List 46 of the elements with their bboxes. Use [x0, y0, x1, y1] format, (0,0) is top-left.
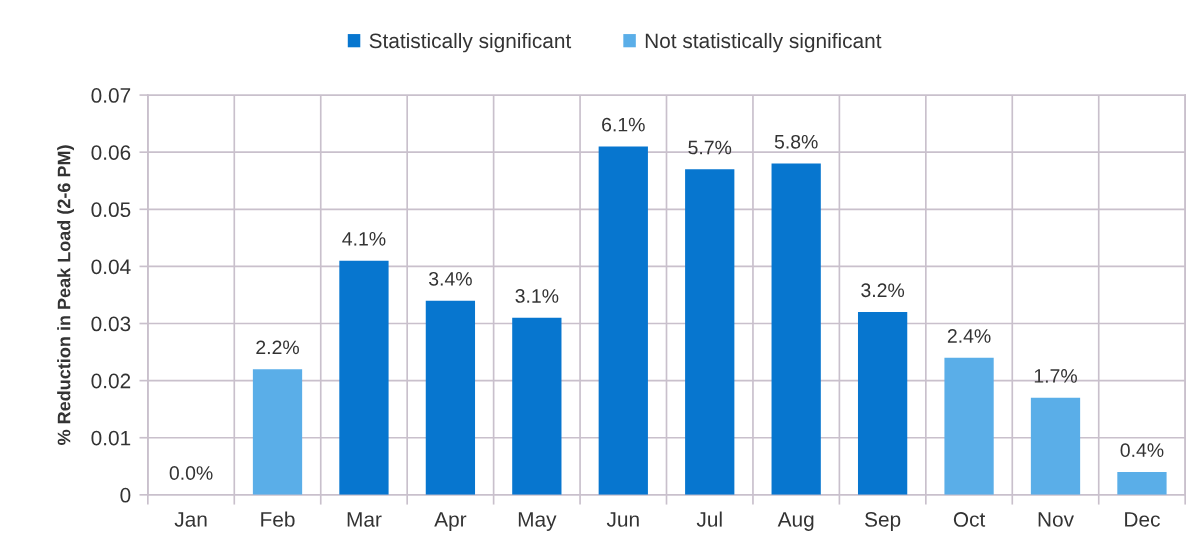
- x-tick-label: Nov: [1038, 512, 1074, 527]
- x-tick-label: Oct: [953, 512, 986, 527]
- y-tick-label: 0.07: [91, 88, 131, 103]
- x-tick-label: Aug: [777, 512, 814, 531]
- bar: [425, 300, 476, 495]
- bar: [512, 317, 562, 495]
- data-label: 3.2%: [861, 283, 905, 298]
- x-tick-label: Dec: [1125, 512, 1160, 527]
- x-tick-label: Sep: [865, 512, 901, 531]
- data-label: 1.7%: [1034, 369, 1077, 383]
- data-label: 3.4%: [428, 271, 472, 286]
- data-label: 5.7%: [688, 140, 732, 155]
- data-label: 3.1%: [515, 289, 559, 303]
- data-label: 4.1%: [342, 232, 386, 246]
- y-tick-label: 0.05: [91, 202, 131, 218]
- bar: [252, 369, 303, 495]
- data-label: 6.1%: [602, 117, 645, 132]
- data-label: 5.8%: [774, 134, 818, 149]
- bar: [1030, 397, 1081, 495]
- x-tick-label: Mar: [347, 512, 382, 527]
- bar: [685, 169, 735, 495]
- y-axis-title: % Reduction in Peak Load (2-6 PM): [57, 145, 74, 445]
- y-tick-label: 0.01: [91, 430, 131, 446]
- y-tick-label: 0.06: [91, 145, 131, 160]
- x-tick-label: Feb: [261, 511, 295, 527]
- bar: [944, 357, 994, 495]
- bar: [771, 163, 821, 495]
- y-tick-label: 0.02: [91, 373, 131, 389]
- data-label: 0.0%: [169, 466, 213, 480]
- bar: [598, 146, 648, 495]
- y-tick-label: 0.03: [91, 316, 131, 332]
- bar: [857, 312, 908, 495]
- x-tick-label: Apr: [434, 512, 467, 531]
- bar: [1117, 472, 1167, 495]
- bar: [339, 260, 389, 495]
- x-tick-label: Jan: [174, 512, 207, 527]
- legend-label: Statistically significant: [369, 32, 572, 53]
- y-tick-label: 0.04: [91, 259, 131, 275]
- x-tick-label: Jul: [696, 511, 722, 527]
- data-label: 2.4%: [947, 329, 991, 343]
- legend-label: Not statistically significant: [645, 32, 882, 53]
- x-tick-label: Jun: [606, 512, 639, 527]
- data-label: 2.2%: [256, 340, 299, 355]
- data-label: 0.4%: [1120, 443, 1164, 458]
- x-tick-label: May: [518, 512, 557, 531]
- y-tick-label: 0: [120, 487, 131, 503]
